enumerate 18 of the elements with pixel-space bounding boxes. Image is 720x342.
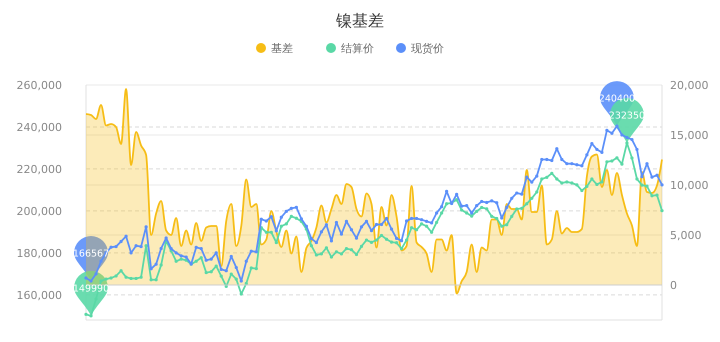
y-tick-label: 200,000 <box>16 204 62 218</box>
annotation: 240400 <box>598 94 636 105</box>
y-tick-label: 180,000 <box>16 246 62 260</box>
y-tick-label: 240,000 <box>16 120 62 134</box>
annotation: 149990 <box>72 283 110 294</box>
legend-label: 现货价 <box>411 42 444 55</box>
y-tick-label: 160,000 <box>16 288 62 302</box>
chart-title: 镍基差 <box>335 11 384 30</box>
y2-tick-label: 5,000 <box>670 229 702 242</box>
y2-tick-label: 15,000 <box>670 129 708 142</box>
legend-label: 结算价 <box>341 42 374 55</box>
y2-tick-label: 0 <box>670 279 677 292</box>
y-tick-label: 260,000 <box>16 79 62 92</box>
y2-tick-label: 10,000 <box>670 179 708 192</box>
legend-label: 基差 <box>271 42 293 55</box>
y2-tick-label: 20,000 <box>670 79 708 92</box>
y-tick-label: 220,000 <box>16 162 62 176</box>
annotation: 232350 <box>608 110 646 122</box>
